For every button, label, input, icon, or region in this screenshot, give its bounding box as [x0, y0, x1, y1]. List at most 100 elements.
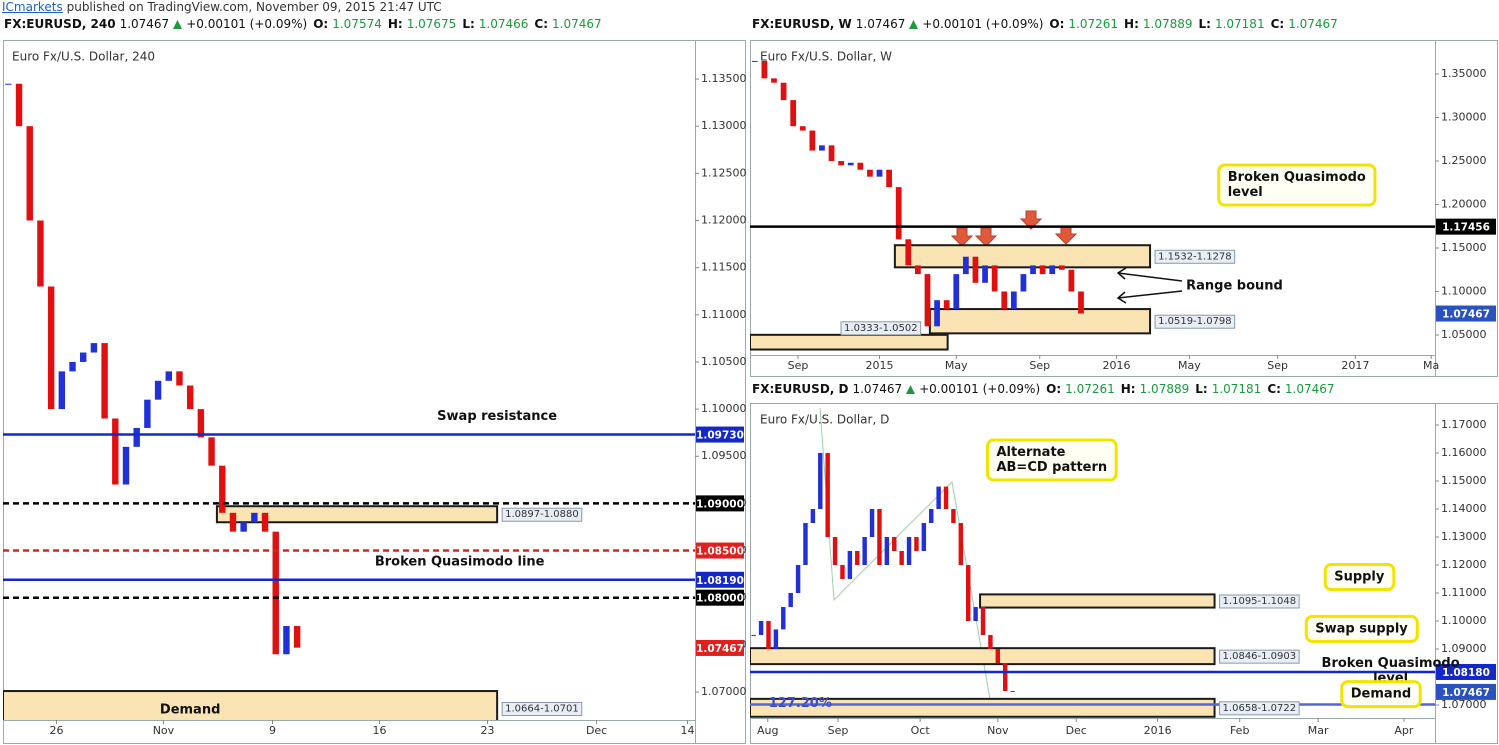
candle	[877, 509, 882, 566]
ohlc-value: 1.07574	[332, 17, 382, 31]
candle	[69, 361, 76, 372]
candle	[855, 551, 860, 566]
y-tick-label: 1.13500	[701, 72, 747, 85]
zone	[3, 690, 499, 720]
x-tick-label: 23	[481, 724, 495, 737]
zone-label: 1.0846-1.0903	[1223, 651, 1297, 662]
plot-area	[750, 453, 1435, 718]
callout-box	[1340, 680, 1422, 709]
y-tick-label: 1.13000	[1441, 530, 1487, 543]
x-tick-label: 16	[372, 724, 386, 737]
last-price: 1.07467	[855, 17, 906, 31]
annotation: AB=CD pattern	[996, 460, 1107, 475]
y-tick-label: 1.09500	[701, 449, 747, 462]
ohlc-value: 1.07261	[1068, 17, 1119, 31]
y-tick-label: 1.15000	[1441, 241, 1487, 254]
info-line: FX:EURUSD, 240 1.07467 +0.00101 (+0.09%)…	[4, 17, 602, 31]
candle	[1078, 291, 1084, 314]
candle	[1049, 265, 1056, 275]
price-tag-label: 1.08180	[1442, 667, 1490, 679]
header: ICmarkets published on TradingView.com, …	[2, 0, 442, 14]
annotation: Swap resistance	[437, 409, 557, 424]
candle	[958, 523, 964, 566]
annotation: Range bound	[1186, 279, 1283, 294]
callout-box	[1304, 614, 1419, 643]
x-tick-label: Dec	[586, 724, 607, 737]
price-tag	[696, 542, 744, 559]
candle	[884, 537, 890, 566]
candle	[1030, 265, 1036, 275]
y-tick-label: 1.12000	[701, 213, 747, 226]
annotation: Broken Quasimodo	[1228, 170, 1366, 185]
zone-label-box	[1154, 249, 1236, 264]
candle	[5, 83, 12, 85]
zone-label: 1.1095-1.1048	[1223, 596, 1297, 607]
zone	[928, 308, 1152, 335]
candle	[780, 82, 787, 101]
panel-border	[3, 40, 746, 744]
x-tick-label: Dec	[1066, 724, 1087, 737]
price-tag	[696, 426, 744, 443]
y-tick-label: 1.14000	[1441, 502, 1487, 515]
price-tag-label: 1.08000	[696, 593, 744, 605]
x-tick-label: Feb	[1230, 724, 1249, 737]
ohlc-value: 1.07181	[1211, 382, 1262, 396]
price-tag-label: 1.09000	[696, 498, 744, 510]
candle	[803, 523, 808, 566]
annotation: level	[1228, 185, 1263, 200]
price-tag	[696, 589, 744, 606]
header-text: published on TradingView.com, November 0…	[66, 0, 442, 14]
chart-title: Euro Fx/U.S. Dollar, D	[760, 413, 889, 427]
price-tag-label: 1.07467	[1442, 309, 1490, 321]
plot-area	[750, 60, 1435, 351]
ohlc-value: 1.07261	[1065, 382, 1115, 396]
change: +0.00101 (+0.09%)	[186, 17, 308, 31]
candle	[112, 418, 119, 485]
symbol: FX:EURUSD, W	[752, 17, 852, 31]
chart-title: Euro Fx/U.S. Dollar, 240	[12, 50, 155, 64]
plot-area	[3, 83, 695, 720]
x-tick-label: 9	[269, 724, 276, 737]
ohlc-key: C:	[1267, 382, 1281, 396]
y-tick-label: 1.07000	[1441, 698, 1487, 711]
x-tick-label: Aug	[757, 724, 778, 737]
brand[interactable]: ICmarkets	[2, 0, 63, 14]
x-tick-label: Ma	[1423, 359, 1439, 372]
annotation: Broken Quasimodo line	[375, 554, 545, 569]
up-icon	[906, 384, 916, 394]
annotation: Swap supply	[1315, 621, 1408, 636]
candle	[758, 621, 764, 636]
y-tick-label: 1.10000	[1441, 614, 1487, 627]
candle	[272, 531, 279, 655]
price-tag	[1436, 683, 1496, 700]
price-tag	[696, 571, 744, 588]
candle	[988, 635, 993, 650]
candle	[867, 169, 873, 177]
candle	[165, 371, 172, 381]
symbol: FX:EURUSD, D	[752, 382, 849, 396]
x-tick-label: Sep	[1267, 359, 1288, 372]
x-tick-label: 2015	[866, 359, 894, 372]
candle	[895, 187, 902, 240]
candle	[790, 100, 797, 127]
candle	[133, 427, 140, 447]
candle	[1020, 274, 1027, 292]
ohlc-key: L:	[1198, 17, 1211, 31]
x-tick-label: May	[945, 359, 968, 372]
x-tick-label: Sep	[828, 724, 849, 737]
x-tick-label: Sep	[788, 359, 809, 372]
annotation: Alternate	[996, 445, 1065, 460]
chart-title: Euro Fx/U.S. Dollar, W	[760, 50, 892, 64]
last-price: 1.07467	[852, 382, 903, 396]
candle	[176, 371, 183, 386]
zone-label: 1.0897-1.0880	[505, 509, 579, 520]
zone	[750, 647, 1216, 666]
candle	[186, 385, 194, 410]
candle	[943, 300, 950, 309]
callout-box	[985, 438, 1118, 482]
candle	[862, 537, 867, 566]
candle	[847, 551, 853, 580]
candle	[991, 265, 998, 292]
price-tag	[1436, 218, 1496, 235]
y-tick-label: 1.13000	[701, 119, 747, 132]
